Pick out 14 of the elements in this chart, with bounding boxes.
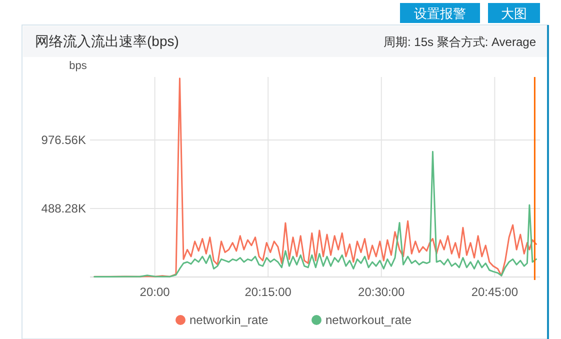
x-tick-label: 20:00: [140, 285, 170, 299]
button: 大图: [488, 3, 540, 23]
x-tick-label: 20:15:00: [244, 285, 292, 299]
text: 周期: 15s 聚合方式: Average: [384, 35, 536, 49]
chart-title: 网络流入流出速率(bps): [35, 33, 179, 49]
button: 设置报警: [400, 3, 480, 23]
legend-label: networkin_rate: [190, 313, 269, 327]
legend-label: networkout_rate: [326, 313, 412, 327]
x-tick-label: 20:45:00: [471, 285, 518, 299]
y-tick-label: 488.28K: [41, 202, 86, 216]
y-tick-label: 976.56K: [41, 133, 86, 148]
y-axis-title: bps: [69, 60, 88, 72]
x-tick-label: 20:30:00: [358, 285, 406, 299]
line-series: [94, 150, 537, 278]
